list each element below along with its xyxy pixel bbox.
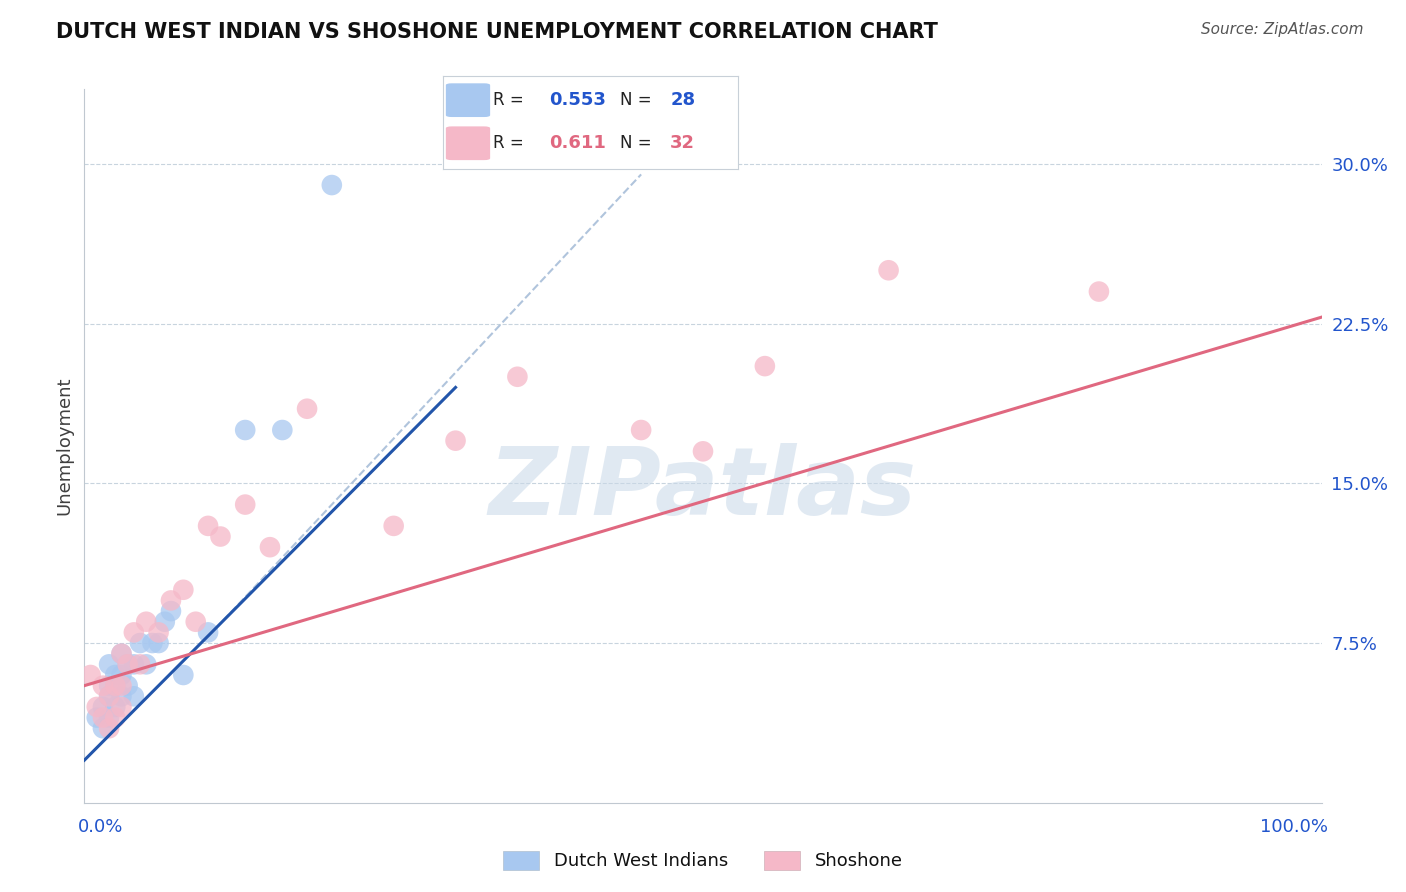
Legend: Dutch West Indians, Shoshone: Dutch West Indians, Shoshone	[495, 842, 911, 880]
Point	[382, 519, 405, 533]
Point	[321, 178, 343, 192]
Point	[110, 647, 132, 661]
Point	[135, 657, 157, 672]
Point	[184, 615, 207, 629]
Point	[79, 668, 101, 682]
Point	[122, 657, 145, 672]
Text: 28: 28	[671, 91, 696, 109]
Point	[98, 690, 121, 704]
Text: R =: R =	[494, 135, 534, 153]
Point	[110, 690, 132, 704]
Point	[129, 657, 152, 672]
Point	[153, 615, 176, 629]
Point	[172, 668, 194, 682]
Point	[110, 647, 132, 661]
Point	[104, 710, 127, 724]
Text: 0.553: 0.553	[550, 91, 606, 109]
Point	[110, 679, 132, 693]
Point	[692, 444, 714, 458]
Point	[117, 679, 139, 693]
Point	[148, 625, 170, 640]
Text: N =: N =	[620, 135, 657, 153]
Point	[91, 710, 114, 724]
Point	[506, 369, 529, 384]
Text: 0.611: 0.611	[550, 135, 606, 153]
Point	[91, 721, 114, 735]
Point	[135, 615, 157, 629]
FancyBboxPatch shape	[446, 83, 491, 117]
Point	[110, 700, 132, 714]
Point	[233, 423, 256, 437]
Point	[98, 679, 121, 693]
Point	[86, 700, 108, 714]
Point	[91, 700, 114, 714]
Point	[295, 401, 318, 416]
Point	[172, 582, 194, 597]
Point	[148, 636, 170, 650]
Point	[630, 423, 652, 437]
Point	[1088, 285, 1111, 299]
Text: ZIPatlas: ZIPatlas	[489, 442, 917, 535]
Point	[197, 519, 219, 533]
Point	[259, 540, 281, 554]
Text: N =: N =	[620, 91, 657, 109]
Point	[122, 690, 145, 704]
Point	[233, 498, 256, 512]
Point	[271, 423, 294, 437]
Point	[209, 529, 232, 543]
FancyBboxPatch shape	[446, 127, 491, 160]
Point	[86, 710, 108, 724]
Point	[197, 625, 219, 640]
Point	[98, 690, 121, 704]
Text: 100.0%: 100.0%	[1260, 819, 1327, 837]
Point	[160, 604, 183, 618]
Point	[98, 721, 121, 735]
Point	[129, 636, 152, 650]
Point	[110, 668, 132, 682]
Text: 32: 32	[671, 135, 695, 153]
Point	[104, 668, 127, 682]
Point	[160, 593, 183, 607]
Text: R =: R =	[494, 91, 529, 109]
Point	[91, 679, 114, 693]
Text: Source: ZipAtlas.com: Source: ZipAtlas.com	[1201, 22, 1364, 37]
Point	[98, 710, 121, 724]
Y-axis label: Unemployment: Unemployment	[55, 376, 73, 516]
Point	[104, 679, 127, 693]
Point	[141, 636, 163, 650]
Text: DUTCH WEST INDIAN VS SHOSHONE UNEMPLOYMENT CORRELATION CHART: DUTCH WEST INDIAN VS SHOSHONE UNEMPLOYME…	[56, 22, 938, 42]
Point	[754, 359, 776, 373]
Point	[444, 434, 467, 448]
Point	[117, 657, 139, 672]
Point	[104, 700, 127, 714]
Point	[877, 263, 900, 277]
Point	[122, 625, 145, 640]
Text: 0.0%: 0.0%	[79, 819, 124, 837]
Point	[117, 657, 139, 672]
Point	[104, 679, 127, 693]
Point	[98, 657, 121, 672]
